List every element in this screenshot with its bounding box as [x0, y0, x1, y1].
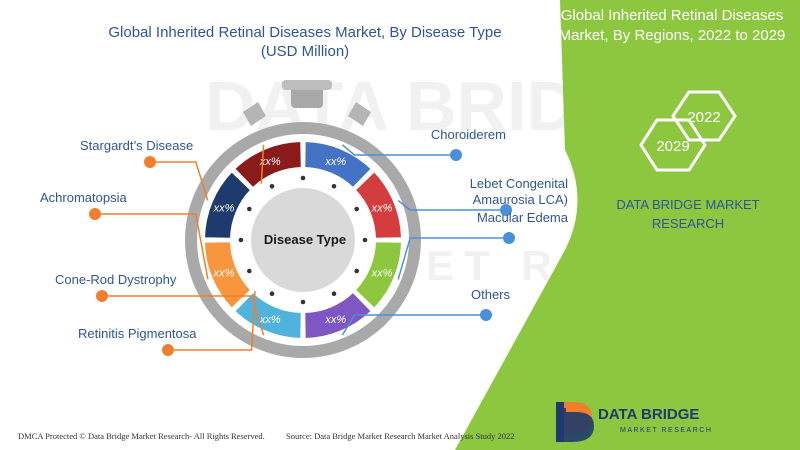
segment-value-choroiderem: xx%: [324, 156, 346, 168]
side-panel-shape: [455, 0, 800, 450]
leader-line-lebet-congenital-amaurosia-lca: [397, 199, 500, 211]
segment-stargardt-s-disease: [202, 169, 253, 240]
segment-value-stargardt-s-disease: xx%: [213, 202, 235, 214]
segment-value-cone-rod-dystrophy: xx%: [259, 314, 281, 326]
segment-macular-edema: [353, 240, 404, 311]
chart-title: Global Inherited Retinal Diseases Market…: [108, 24, 501, 41]
leader-line-choroiderem: [341, 144, 450, 156]
stopwatch-button-left: [243, 102, 266, 126]
tick-dot: [362, 237, 368, 243]
year-start-label: 2029: [656, 138, 689, 155]
tick-dot: [300, 299, 306, 305]
side-panel: Global Inherited Retinal Diseases Market…: [455, 0, 800, 450]
segment-value-macular-edema: xx%: [371, 268, 393, 280]
logo-mark: [556, 402, 594, 442]
tick-dot: [247, 268, 252, 274]
leader-line-achromatopsia: [101, 213, 209, 280]
segment-lebet-congenital-amaurosia-lca: [353, 169, 404, 240]
category-marker-stargardt-s-disease: [144, 156, 156, 168]
leader-line-cone-rod-dystrophy: [108, 295, 265, 336]
tick-dot: [247, 206, 252, 212]
segment-cone-rod-dystrophy: [232, 290, 303, 341]
logo-tagline: MARKET RESEARCH: [620, 427, 712, 434]
tick-dots: [238, 175, 368, 305]
center-disc: [251, 188, 355, 292]
category-label-retinitis-pigmentosa: Retinitis Pigmentosa: [78, 326, 197, 341]
footer-source: Source: Data Bridge Market Research Mark…: [286, 431, 515, 441]
stopwatch-crown-top: [282, 80, 332, 90]
segment-value-others: xx%: [324, 314, 346, 326]
category-marker-retinitis-pigmentosa: [162, 344, 174, 356]
leader-line-macular-edema: [397, 237, 503, 280]
tick-dot: [354, 206, 359, 212]
tick-dot: [269, 184, 275, 189]
segment-choroiderem: [303, 139, 374, 190]
category-label-lebet-congenital-amaurosia-lca: Lebet Congenital Amaurosia LCA): [470, 176, 568, 207]
year-end-label: 2022: [687, 109, 720, 126]
footer-dmca: DMCA Protected © Data Bridge Market Rese…: [18, 431, 265, 441]
category-marker-achromatopsia: [89, 208, 101, 220]
category-marker-macular-edema: [503, 232, 515, 244]
tick-dot: [269, 291, 275, 296]
donut-ring: xx% xx% xx% xx% xx% xx% xx% xx%: [202, 139, 404, 341]
logo-name: DATA BRIDGE: [598, 406, 699, 423]
category-label-others: Others: [471, 287, 511, 302]
segment-others: [303, 290, 374, 341]
leader-lines: Retinitis Pigmentosa Choroiderem Lebet Con…: [40, 127, 569, 356]
year-hexagon-start: 2029: [639, 118, 707, 172]
side-panel-title-line2: Market, By Regions, 2022 to 2029: [559, 27, 786, 44]
tick-dot: [238, 237, 244, 243]
company-name-line2: RESEARCH: [652, 216, 724, 231]
segment-retinitis-pigmentosa: [232, 139, 303, 190]
segment-value-achromatopsia: xx%: [213, 268, 235, 280]
category-label-stargardt-s-disease: Stargardt’s Disease: [80, 138, 193, 153]
category-marker-choroiderem: [450, 149, 462, 161]
center-label: Disease Type: [264, 232, 346, 247]
segment-achromatopsia: [202, 240, 253, 311]
logo: DATA BRIDGE MARKET RESEARCH: [556, 402, 712, 442]
stopwatch-button-right: [348, 102, 371, 126]
stopwatch-crown: [291, 86, 323, 108]
segment-value-retinitis-pigmentosa: xx%: [259, 156, 281, 168]
tick-dot: [300, 175, 306, 181]
stopwatch-center: Disease Type: [233, 170, 373, 310]
tick-dot: [354, 268, 359, 274]
leader-line-others: [341, 314, 480, 336]
chart-subtitle: (USD Million): [261, 43, 349, 60]
category-label-achromatopsia: Achromatopsia: [40, 190, 127, 205]
category-marker-cone-rod-dystrophy: [96, 290, 108, 302]
segment-value-lebet-congenital-amaurosia-lca: xx%: [371, 202, 393, 214]
category-marker-lebet-congenital-amaurosia-lca: [500, 204, 512, 216]
category-label-choroiderem: Choroiderem: [431, 127, 506, 142]
category-label-macular-edema: Macular Edema: [477, 210, 569, 225]
category-marker-others: [480, 309, 492, 321]
leader-line-stargardt-s-disease: [156, 161, 209, 201]
tick-dot: [331, 184, 337, 189]
year-hexagon-end: 2022: [671, 90, 737, 142]
company-name-line1: DATA BRIDGE MARKET: [616, 197, 759, 212]
side-panel-title-line1: Global Inherited Retinal Diseases: [561, 7, 784, 24]
category-label-cone-rod-dystrophy: Cone-Rod Dystrophy: [55, 272, 177, 287]
tick-dot: [331, 291, 337, 296]
